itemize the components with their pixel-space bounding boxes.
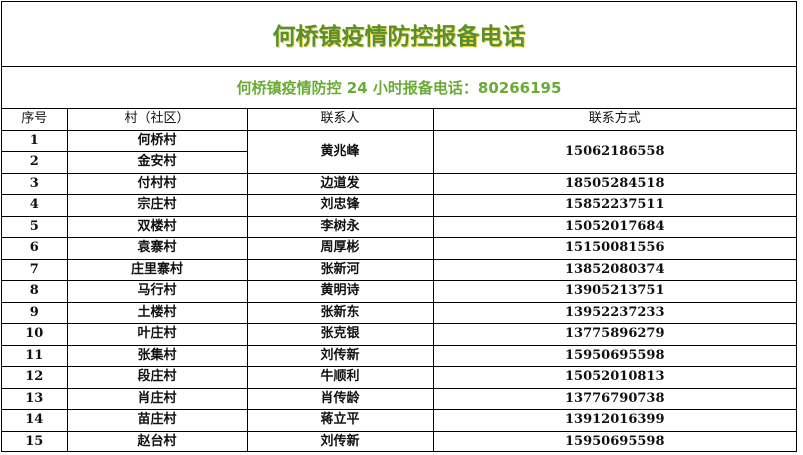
contact-name: 牛顺利 xyxy=(246,366,434,389)
table-row: 1 何桥村 黄兆峰 15062186558 xyxy=(2,129,796,174)
row-number: 4 xyxy=(2,194,68,217)
page-title: 何桥镇疫情防控报备电话 xyxy=(2,2,796,67)
village-name: 张集村 xyxy=(66,344,248,367)
table-header-row: 序号 村（社区） 联系人 联系方式 xyxy=(2,109,796,131)
contact-name: 黄兆峰 xyxy=(246,129,434,174)
contact-name: 张新河 xyxy=(246,258,434,281)
contact-phone: 13952237233 xyxy=(432,301,796,324)
village-name: 叶庄村 xyxy=(66,323,248,346)
header-village: 村（社区） xyxy=(66,109,248,131)
village-name: 土楼村 xyxy=(66,301,248,324)
row-number: 11 xyxy=(2,344,68,367)
contact-phone: 15150081556 xyxy=(432,237,796,260)
header-no: 序号 xyxy=(2,109,68,131)
village-name: 何桥村 xyxy=(66,129,248,152)
contact-phone: 15950695598 xyxy=(432,344,796,367)
table-row: 12 段庄村 牛顺利 15052010813 xyxy=(2,366,796,389)
table-row: 2 金安村 xyxy=(2,151,796,174)
table-row: 4 宗庄村 刘忠锋 15852237511 xyxy=(2,194,796,217)
contact-name: 张新东 xyxy=(246,301,434,324)
contact-phone: 13905213751 xyxy=(432,280,796,303)
contact-phone: 15052017684 xyxy=(432,215,796,238)
village-name: 宗庄村 xyxy=(66,194,248,217)
contact-name: 周厚彬 xyxy=(246,237,434,260)
village-name: 苗庄村 xyxy=(66,409,248,432)
contact-name: 肖传龄 xyxy=(246,387,434,410)
contact-name: 黄明诗 xyxy=(246,280,434,303)
row-number: 13 xyxy=(2,387,68,410)
table-row: 15 赵台村 刘传新 15950695598 xyxy=(2,430,796,452)
table-row: 7 庄里寨村 张新河 13852080374 xyxy=(2,258,796,281)
contact-phone: 13775896279 xyxy=(432,323,796,346)
contact-table: 序号 村（社区） 联系人 联系方式 1 何桥村 黄兆峰 15062186558 2 金安村… xyxy=(2,109,796,452)
contact-name: 边道发 xyxy=(246,172,434,195)
row-number: 2 xyxy=(2,151,68,174)
row-number: 12 xyxy=(2,366,68,389)
contact-name: 李树永 xyxy=(246,215,434,238)
row-number: 10 xyxy=(2,323,68,346)
village-name: 袁寨村 xyxy=(66,237,248,260)
table-row: 14 苗庄村 蒋立平 13912016399 xyxy=(2,409,796,432)
table-row: 10 叶庄村 张克银 13775896279 xyxy=(2,323,796,346)
village-name: 马行村 xyxy=(66,280,248,303)
hotline-subtitle: 何桥镇疫情防控 24 小时报备电话：80266195 xyxy=(2,67,796,109)
village-name: 付村村 xyxy=(66,172,248,195)
village-name: 赵台村 xyxy=(66,430,248,452)
header-contact: 联系人 xyxy=(246,109,434,131)
row-number: 9 xyxy=(2,301,68,324)
row-number: 14 xyxy=(2,409,68,432)
table-row: 13 肖庄村 肖传龄 13776790738 xyxy=(2,387,796,410)
row-number: 5 xyxy=(2,215,68,238)
contact-name: 刘忠锋 xyxy=(246,194,434,217)
row-number: 3 xyxy=(2,172,68,195)
village-name: 金安村 xyxy=(66,151,247,174)
contact-name: 刘传新 xyxy=(246,430,434,452)
table-row: 11 张集村 刘传新 15950695598 xyxy=(2,344,796,367)
table-row: 3 付村村 边道发 18505284518 xyxy=(2,172,796,195)
village-name: 肖庄村 xyxy=(66,387,248,410)
row-number: 1 xyxy=(2,129,68,152)
contact-phone: 15052010813 xyxy=(432,366,796,389)
row-number: 6 xyxy=(2,237,68,260)
table-row: 5 双楼村 李树永 15052017684 xyxy=(2,215,796,238)
contact-phone: 13852080374 xyxy=(432,258,796,281)
village-name: 段庄村 xyxy=(66,366,248,389)
table-row: 9 土楼村 张新东 13952237233 xyxy=(2,301,796,324)
header-phone: 联系方式 xyxy=(432,109,796,131)
contact-name: 蒋立平 xyxy=(246,409,434,432)
contact-name: 刘传新 xyxy=(246,344,434,367)
row-number: 7 xyxy=(2,258,68,281)
contact-phone: 15950695598 xyxy=(432,430,796,452)
contact-phone: 15852237511 xyxy=(432,194,796,217)
village-name: 庄里寨村 xyxy=(66,258,248,281)
table-row: 6 袁寨村 周厚彬 15150081556 xyxy=(2,237,796,260)
row-number: 15 xyxy=(2,430,68,452)
village-name: 双楼村 xyxy=(66,215,248,238)
contact-phone: 18505284518 xyxy=(432,172,796,195)
contact-phone: 15062186558 xyxy=(432,129,796,174)
contact-name: 张克银 xyxy=(246,323,434,346)
table-row: 8 马行村 黄明诗 13905213751 xyxy=(2,280,796,303)
contact-phone: 13776790738 xyxy=(432,387,796,410)
row-number: 8 xyxy=(2,280,68,303)
contact-phone: 13912016399 xyxy=(432,409,796,432)
